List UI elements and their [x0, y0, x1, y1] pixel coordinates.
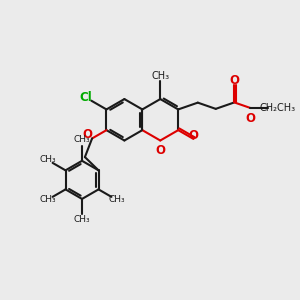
Text: CH₃: CH₃ — [74, 135, 90, 144]
Text: CH₃: CH₃ — [39, 195, 56, 204]
Text: O: O — [229, 74, 239, 87]
Text: CH₂CH₃: CH₂CH₃ — [259, 103, 296, 113]
Text: CH₃: CH₃ — [151, 71, 169, 81]
Text: O: O — [188, 129, 199, 142]
Text: CH₃: CH₃ — [74, 215, 90, 224]
Text: Cl: Cl — [79, 91, 92, 104]
Text: CH₃: CH₃ — [108, 195, 125, 204]
Text: O: O — [245, 112, 255, 125]
Text: CH₃: CH₃ — [39, 155, 56, 164]
Text: O: O — [155, 144, 165, 157]
Text: O: O — [82, 128, 92, 142]
